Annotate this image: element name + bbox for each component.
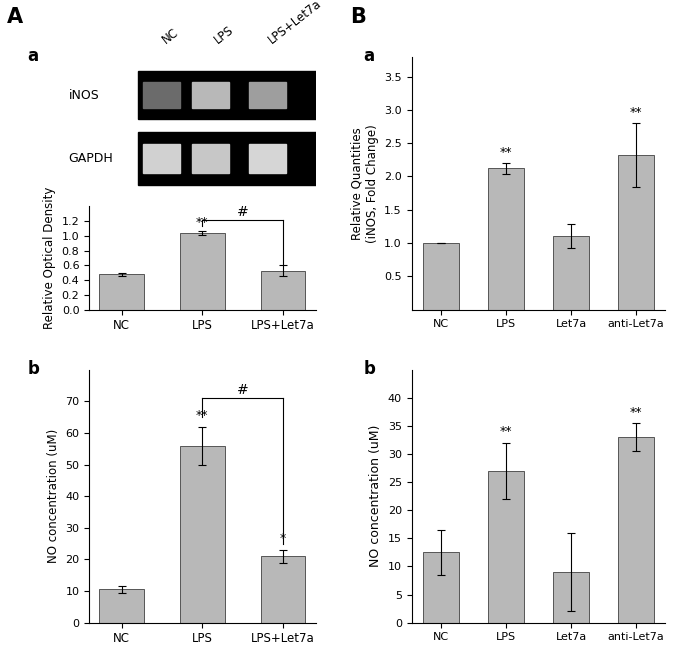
Bar [180, 446, 224, 623]
Text: a: a [364, 47, 375, 65]
Text: b: b [27, 360, 39, 378]
Text: #: # [237, 205, 248, 219]
Bar [249, 144, 286, 173]
Bar [143, 144, 180, 173]
Bar [423, 243, 459, 310]
Bar [138, 133, 316, 185]
Text: iNOS: iNOS [69, 89, 99, 101]
Text: *: * [280, 532, 286, 545]
Text: a: a [27, 47, 38, 65]
Bar [249, 82, 286, 109]
Text: #: # [237, 382, 248, 396]
Y-axis label: Relative Optical Density: Relative Optical Density [43, 187, 56, 329]
Text: GAPDH: GAPDH [69, 153, 113, 165]
Text: **: ** [630, 105, 642, 119]
Text: **: ** [196, 216, 209, 229]
Bar [553, 236, 589, 310]
Text: LPS+Let7a: LPS+Let7a [266, 0, 324, 46]
Bar [180, 233, 224, 310]
Text: **: ** [500, 145, 512, 159]
Y-axis label: NO concentration (uM): NO concentration (uM) [369, 425, 382, 567]
Bar [553, 572, 589, 623]
Text: b: b [364, 360, 375, 378]
Text: A: A [7, 7, 23, 27]
Bar [618, 437, 654, 623]
Bar [138, 71, 316, 119]
Bar [488, 471, 524, 623]
Bar [618, 155, 654, 310]
Bar [192, 82, 229, 109]
Bar [423, 552, 459, 623]
Bar [143, 82, 180, 109]
Bar [192, 144, 229, 173]
Bar [99, 589, 144, 623]
Bar [488, 168, 524, 310]
Text: NC: NC [160, 25, 181, 46]
Text: **: ** [196, 409, 209, 422]
Bar [99, 274, 144, 310]
Text: **: ** [500, 426, 512, 438]
Text: B: B [350, 7, 366, 27]
Y-axis label: Relative Quantities
(iNOS, Fold Change): Relative Quantities (iNOS, Fold Change) [351, 124, 379, 242]
Y-axis label: NO concentration (uM): NO concentration (uM) [47, 429, 60, 563]
Text: **: ** [630, 406, 642, 418]
Bar [261, 556, 305, 623]
Bar [261, 270, 305, 310]
Text: LPS: LPS [212, 23, 236, 46]
